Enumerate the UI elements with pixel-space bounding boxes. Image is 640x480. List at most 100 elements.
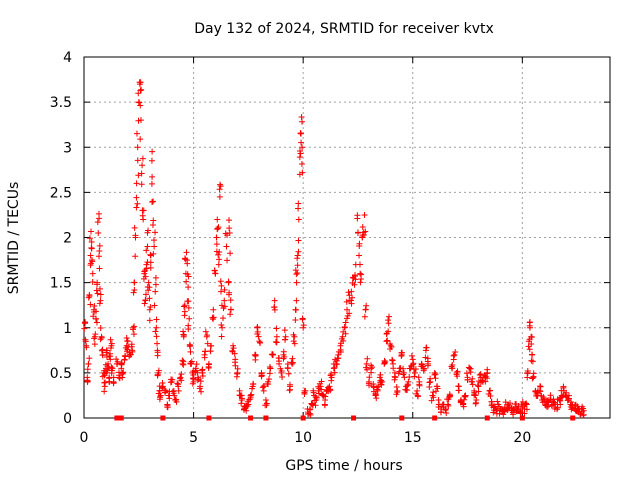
y-tick-label: 1.5 xyxy=(50,276,72,292)
data-point xyxy=(349,294,356,301)
data-point xyxy=(433,388,440,395)
data-point xyxy=(87,252,94,259)
data-point xyxy=(175,381,182,388)
data-point xyxy=(202,348,209,355)
data-point xyxy=(185,326,192,333)
data-point xyxy=(207,342,214,349)
data-point xyxy=(318,386,325,393)
data-point xyxy=(133,180,140,187)
data-point xyxy=(344,312,351,319)
data-point xyxy=(178,371,185,378)
data-point xyxy=(261,383,268,390)
data-point xyxy=(282,336,289,343)
data-point xyxy=(177,375,184,382)
data-point xyxy=(306,406,313,413)
data-point xyxy=(146,306,153,313)
data-point xyxy=(357,279,364,286)
data-point xyxy=(374,386,381,393)
data-point xyxy=(143,291,150,298)
data-point xyxy=(568,399,575,406)
data-point xyxy=(580,405,587,412)
data-point xyxy=(496,410,503,417)
data-point xyxy=(280,348,287,355)
data-point xyxy=(87,262,94,269)
data-point xyxy=(282,333,289,340)
data-point xyxy=(522,401,529,408)
data-point xyxy=(189,375,196,382)
chart-title: Day 132 of 2024, SRMTID for receiver kvt… xyxy=(194,21,494,37)
y-tick-label: 0.5 xyxy=(50,366,72,382)
data-point xyxy=(91,341,98,348)
data-point xyxy=(92,308,99,315)
data-point xyxy=(389,356,396,363)
data-point xyxy=(580,411,587,418)
data-point xyxy=(180,361,187,368)
data-point xyxy=(134,200,141,207)
data-point xyxy=(331,369,338,376)
data-point xyxy=(147,264,154,271)
data-point xyxy=(99,352,106,359)
data-point xyxy=(132,232,139,239)
data-point xyxy=(83,344,90,351)
data-point xyxy=(342,330,349,337)
data-point xyxy=(521,410,528,417)
data-point xyxy=(233,373,240,380)
data-point xyxy=(280,355,287,362)
zero-data-point xyxy=(519,415,525,421)
data-point xyxy=(91,335,98,342)
data-point xyxy=(285,370,292,377)
data-point xyxy=(227,306,234,313)
data-point xyxy=(146,295,153,302)
data-point xyxy=(106,375,113,382)
zero-data-point xyxy=(248,415,254,421)
data-point xyxy=(226,225,233,232)
data-point xyxy=(264,380,271,387)
data-point xyxy=(96,285,103,292)
data-point xyxy=(213,241,220,248)
data-point xyxy=(181,302,188,309)
data-point xyxy=(81,325,88,332)
data-point xyxy=(363,360,370,367)
data-point xyxy=(355,229,362,236)
data-point xyxy=(569,404,576,411)
data-point xyxy=(108,364,115,371)
data-point xyxy=(131,323,138,330)
data-point xyxy=(307,411,314,418)
data-point xyxy=(528,341,535,348)
data-point xyxy=(377,371,384,378)
data-point xyxy=(361,313,368,320)
data-point xyxy=(446,391,453,398)
grid-lines xyxy=(84,57,610,418)
data-point xyxy=(183,249,190,256)
data-point xyxy=(345,289,352,296)
data-point xyxy=(386,313,393,320)
data-point xyxy=(273,325,280,332)
data-point xyxy=(344,306,350,313)
data-point xyxy=(393,391,400,398)
data-point xyxy=(252,352,259,359)
data-point xyxy=(364,355,371,362)
data-point xyxy=(451,351,458,358)
data-point xyxy=(219,324,226,331)
data-point xyxy=(225,278,232,285)
data-point xyxy=(227,311,234,318)
data-point xyxy=(328,377,335,384)
data-point xyxy=(411,373,418,380)
data-point xyxy=(316,380,323,387)
data-point xyxy=(327,387,334,394)
data-point xyxy=(143,265,150,272)
data-point xyxy=(134,157,141,164)
data-point xyxy=(185,273,192,280)
data-point xyxy=(565,392,572,399)
data-point xyxy=(86,291,93,298)
data-point xyxy=(290,338,297,345)
data-point xyxy=(391,369,398,376)
data-point xyxy=(452,349,459,356)
data-point xyxy=(348,288,355,295)
data-point xyxy=(149,199,156,206)
data-point xyxy=(289,360,296,367)
data-point xyxy=(460,403,467,410)
data-point xyxy=(293,297,300,304)
data-point xyxy=(124,337,131,344)
zero-data-point xyxy=(263,415,269,421)
